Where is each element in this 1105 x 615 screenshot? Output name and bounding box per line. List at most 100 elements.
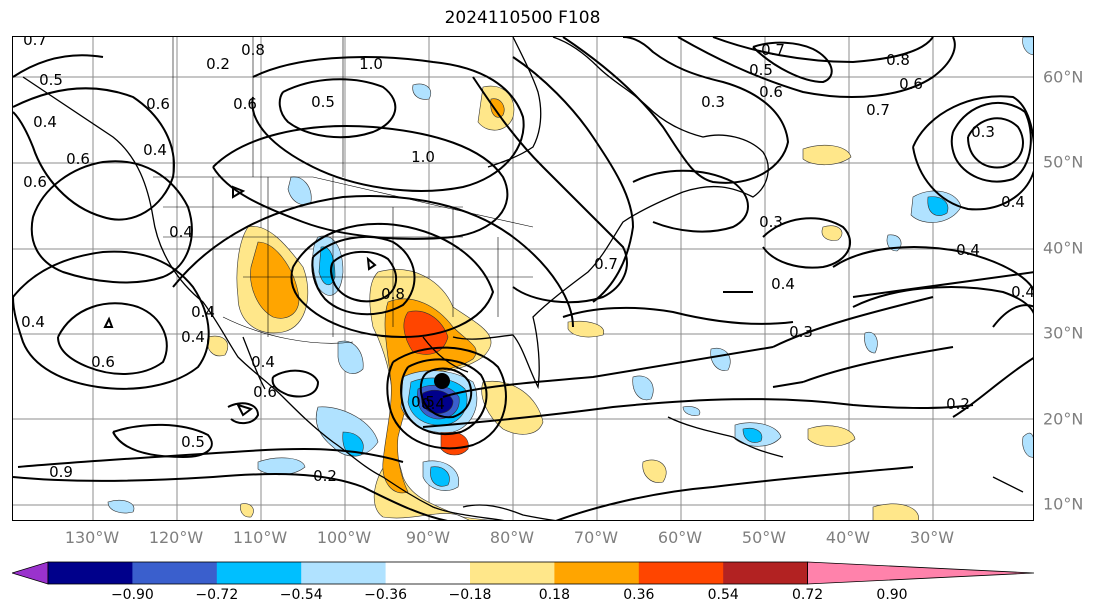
colorbar-tick-label: −0.36 — [364, 587, 408, 603]
longitude-label: 40°W — [825, 528, 871, 547]
colorbar-bin — [301, 562, 387, 584]
contour-label: 0.4 — [143, 141, 167, 159]
longitude-label: 90°W — [405, 528, 451, 547]
contour-label: 0.6 — [23, 173, 47, 191]
colorbar-extend-max — [807, 561, 1035, 585]
contour-label: 0.4 — [1011, 283, 1034, 301]
contour-label: 0.6 — [146, 95, 170, 113]
colorbar-tick-label: −0.72 — [195, 587, 239, 603]
contour-label: 0.6 — [66, 150, 90, 168]
latitude-label: 20°N — [1043, 409, 1084, 429]
contour-label: 0.6 — [253, 383, 277, 401]
contour-label: 0.6 — [91, 353, 115, 371]
colorbar-extend-min — [12, 561, 49, 585]
negative-anomaly-region — [257, 457, 306, 476]
contour-label: 0.4 — [421, 395, 445, 413]
negative-anomaly-region — [287, 176, 312, 206]
colorbar-tick-label: −0.90 — [110, 587, 154, 603]
positive-anomaly-region — [207, 335, 229, 357]
negative-anomaly-region — [632, 375, 654, 401]
negative-anomaly-region — [682, 406, 701, 416]
contour-lines — [13, 37, 1033, 520]
colorbar-bin — [48, 562, 133, 584]
contour-label: 0.4 — [771, 275, 795, 293]
negative-anomaly-region — [710, 347, 731, 371]
positive-anomaly-region — [802, 144, 852, 166]
political-borders — [153, 37, 534, 344]
negative-anomaly-region — [412, 83, 432, 100]
colorbar-bin — [385, 562, 471, 584]
latitude-label: 30°N — [1043, 323, 1084, 343]
negative-anomaly-region — [1022, 432, 1033, 458]
negative-anomaly-region — [742, 427, 763, 443]
positive-anomaly-region — [807, 425, 856, 447]
colorbar-tick-label: 0.90 — [876, 587, 908, 603]
colorbar-bin — [470, 562, 555, 584]
contour-label: 0.3 — [789, 323, 813, 341]
colorbar-tick-label: 0.18 — [538, 587, 570, 603]
colorbar-tick-label: 0.72 — [792, 587, 824, 603]
contour-label: 0.8 — [241, 41, 265, 59]
contour-label: 0.5 — [181, 433, 205, 451]
positive-anomaly-region — [490, 98, 505, 118]
negative-anomaly-region — [864, 331, 878, 354]
colorbar-bin — [554, 562, 640, 584]
map-panel[interactable]: 0.7 0.5 0.8 1.0 0.6 0.6 0.5 0.4 0.6 0.6 0.4 1.0 0.4 0… — [12, 36, 1034, 521]
contour-label: 0.4 — [191, 303, 215, 321]
longitude-label: 60°W — [657, 528, 703, 547]
colorbar — [12, 561, 1035, 585]
colorbar-tick-label: 0.54 — [707, 587, 739, 603]
contour-label: 0.5 — [411, 393, 435, 411]
negative-anomaly-region — [430, 466, 450, 487]
contour-label: 0.4 — [169, 223, 193, 241]
latitude-label: 50°N — [1043, 152, 1084, 172]
negative-anomaly-region — [107, 499, 135, 514]
colorbar-bin — [216, 562, 302, 584]
contour-label: 0.8 — [381, 285, 405, 303]
contour-label: 0.4 — [1001, 193, 1025, 211]
positive-anomaly-region — [250, 241, 300, 319]
longitude-label: 120°W — [148, 528, 204, 547]
plot-title: 2024110500 F108 — [444, 8, 601, 28]
colorbar-tick-label: 0.36 — [623, 587, 655, 603]
contour-label: 0.2 — [313, 467, 337, 485]
colorbar-bin — [723, 562, 809, 584]
contour-label: 0.3 — [759, 213, 783, 231]
longitude-label: 130°W — [64, 528, 120, 547]
contour-label: 0.9 — [49, 463, 73, 481]
positive-anomaly-region — [642, 459, 667, 483]
positive-anomaly-region — [821, 225, 843, 241]
positive-anomaly-region — [567, 320, 605, 338]
colorbar-bin — [132, 562, 218, 584]
positive-anomaly-region — [240, 503, 254, 518]
longitude-label: 30°W — [909, 528, 955, 547]
contour-label: 0.3 — [701, 93, 725, 111]
colorbar-bin — [638, 562, 724, 584]
contour-label: 0.7 — [594, 255, 618, 273]
colorbar-tick-label: −0.54 — [279, 587, 323, 603]
contour-label: 0.7 — [866, 101, 890, 119]
contour-label: 1.0 — [359, 55, 383, 73]
longitude-label: 100°W — [316, 528, 372, 547]
colorbar-tick-label: −0.18 — [448, 587, 492, 603]
contour-label: 0.4 — [181, 328, 205, 346]
contour-label: 0.4 — [21, 313, 45, 331]
contour-label: 0.4 — [33, 113, 57, 131]
negative-anomaly-region — [1022, 37, 1033, 56]
contour-label: 0.2 — [206, 55, 230, 73]
latitude-label: 60°N — [1043, 67, 1084, 87]
contour-label: 0.5 — [311, 93, 335, 111]
contour-label: 0.8 — [886, 51, 910, 69]
closed-contour-marks — [103, 185, 377, 417]
contour-label: 0.6 — [233, 95, 257, 113]
map-canvas: 0.70.50.81.00.6 0.6 0.50.40.60.60.41.00.40… — [13, 37, 1034, 520]
coastlines — [22, 37, 1024, 520]
contour-label: 0.3 — [971, 123, 995, 141]
longitude-label: 110°W — [232, 528, 288, 547]
contour-label: 0.4 — [956, 241, 980, 259]
contour-label: 1.0 — [411, 148, 435, 166]
positive-anomaly-region — [481, 380, 544, 435]
latitude-label: 40°N — [1043, 238, 1084, 258]
negative-anomaly-region — [337, 340, 364, 374]
contour-label: 0.7 — [23, 37, 47, 49]
